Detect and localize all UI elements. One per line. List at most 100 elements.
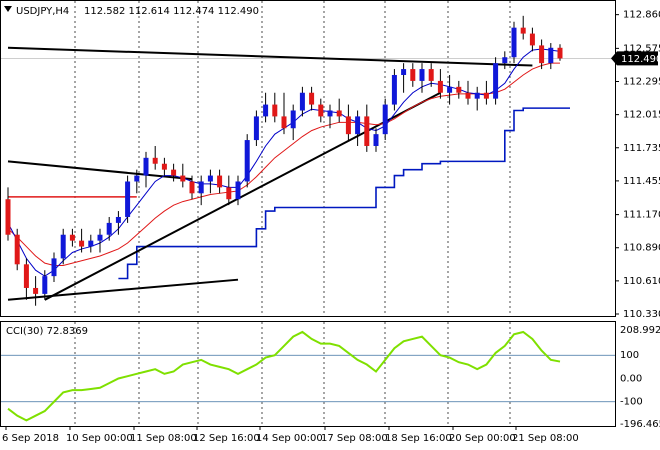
price-tick-label: 112.860 (623, 10, 660, 21)
time-label: 11 Sep 08:00 (130, 433, 197, 444)
candle-body (281, 116, 287, 129)
symbol-label: USDJPY,H4 (16, 6, 69, 17)
candle-body (548, 47, 554, 64)
price-panel[interactable] (0, 0, 616, 317)
price-tick-label: 112.575 (623, 43, 660, 54)
price-tick-label: 112.295 (623, 77, 660, 88)
candle-body (502, 57, 508, 64)
candle-body (5, 199, 11, 235)
cci-tick-label: 0.00 (620, 373, 642, 384)
price-axis: 112.860 112.575 112.295 112.015 111.735 111.4… (615, 10, 660, 320)
candle-body (474, 92, 480, 99)
candle-body (134, 175, 140, 182)
candle-body (309, 92, 315, 105)
triangle-down-icon[interactable] (4, 6, 12, 12)
candle-body (125, 181, 131, 217)
candle-body (437, 80, 443, 93)
cci-tick-label: 100 (620, 350, 639, 361)
candle-body (14, 234, 20, 265)
price-tick-label: 110.330 (623, 309, 660, 320)
candle-body (152, 157, 158, 164)
time-label: 6 Sep 2018 (2, 433, 59, 444)
candle-body (207, 175, 213, 182)
cci-tick-label: 208.9929 (620, 325, 660, 336)
candle-body (345, 116, 351, 135)
candle-body (465, 92, 471, 99)
trend-line (7, 160, 193, 181)
time-label: 17 Sep 08:00 (321, 433, 388, 444)
candle-body (290, 110, 296, 129)
trend-line (7, 46, 533, 67)
current-price-marker: 112.490 (611, 51, 660, 66)
trend-lines (7, 46, 533, 301)
price-tick-label: 112.015 (623, 110, 660, 121)
stop-line (118, 107, 570, 280)
candle-body (217, 175, 223, 188)
candle-body (226, 187, 232, 200)
candle-body (327, 110, 333, 117)
cci-label: CCI(30) 72.8369 (6, 326, 88, 337)
candle-body (529, 33, 535, 46)
candle-body (88, 240, 94, 247)
candle-body (557, 47, 563, 59)
price-tick-label: 111.170 (623, 210, 660, 221)
candle-body (51, 258, 57, 277)
candle-body (23, 264, 29, 288)
candle-body (493, 63, 499, 99)
candle-body (456, 86, 462, 93)
candle-body (198, 181, 204, 194)
candle-body (143, 157, 149, 176)
price-tick-label: 110.610 (623, 276, 660, 287)
candle-body (33, 287, 39, 294)
cci-polyline (7, 330, 561, 422)
candle-body (410, 69, 416, 81)
candle-body (235, 181, 241, 200)
cci-level-lines (1, 354, 615, 403)
candle-body (115, 216, 121, 223)
candle-body (428, 69, 434, 81)
candle-body (189, 181, 195, 194)
candle-body (60, 234, 66, 259)
cci-line (7, 330, 561, 422)
price-tick-label: 111.735 (623, 143, 660, 154)
stop-line-path (118, 107, 570, 280)
candle-body (401, 69, 407, 75)
candle-body (79, 240, 85, 247)
cci-panel[interactable] (0, 321, 616, 427)
candle-body (171, 169, 177, 176)
cci-tick-label: -100 (620, 397, 643, 408)
candle-body (272, 104, 278, 117)
time-label: 21 Sep 08:00 (512, 433, 579, 444)
time-label: 10 Sep 00:00 (66, 433, 133, 444)
trend-line (7, 278, 239, 301)
candle-body (447, 86, 453, 93)
candle-body (106, 222, 112, 235)
candle-body (299, 92, 305, 111)
candle-body (318, 104, 324, 117)
candle-body (419, 69, 425, 81)
candle-body (253, 116, 259, 141)
time-label: 12 Sep 16:00 (193, 433, 260, 444)
candle-body (382, 104, 388, 135)
ohlc-label: 112.582 112.614 112.474 112.490 (84, 6, 259, 17)
candle-body (97, 234, 103, 241)
candle-body (69, 234, 75, 241)
time-label: 18 Sep 16:00 (385, 433, 452, 444)
candle-body (161, 163, 167, 170)
current-price-label: 112.490 (621, 54, 660, 65)
candle-body (244, 140, 250, 182)
price-tick-label: 110.890 (623, 243, 660, 254)
candle-body (483, 92, 489, 99)
price-tick-label: 111.455 (623, 176, 660, 187)
candle-body (336, 110, 342, 117)
candle-body (539, 45, 545, 64)
candle-body (373, 134, 379, 146)
cci-axis: 208.9929 100 0.00 -100 -196.4657 (620, 325, 660, 430)
candle-body (42, 276, 48, 294)
candle-body (520, 27, 526, 34)
candle-body (511, 27, 517, 58)
cci-tick-label: -196.4657 (620, 419, 660, 430)
candle-body (180, 175, 186, 182)
